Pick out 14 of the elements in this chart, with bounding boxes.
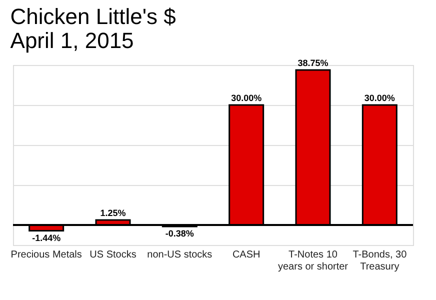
x-tick-label: US Stocks [90,250,136,260]
x-tick-label: T-Notes 10 years or shorter [278,250,349,272]
data-label: -1.44% [32,232,61,243]
x-tick-label: CASH [232,250,260,260]
data-label: 38.75% [298,58,328,68]
x-tick-label: Precious Metals [10,250,82,260]
text: April 1, 2015 [10,28,134,53]
data-label: 30.00% [231,93,262,103]
x-tick-label: T-Bonds, 30 Treasury [352,250,408,272]
text: Chicken Little's $ [10,4,176,29]
data-label: 30.00% [364,93,395,103]
x-tick-label: non-US stocks [147,250,212,260]
data-label: 1.25% [100,208,126,218]
data-label: -0.38% [165,228,194,239]
